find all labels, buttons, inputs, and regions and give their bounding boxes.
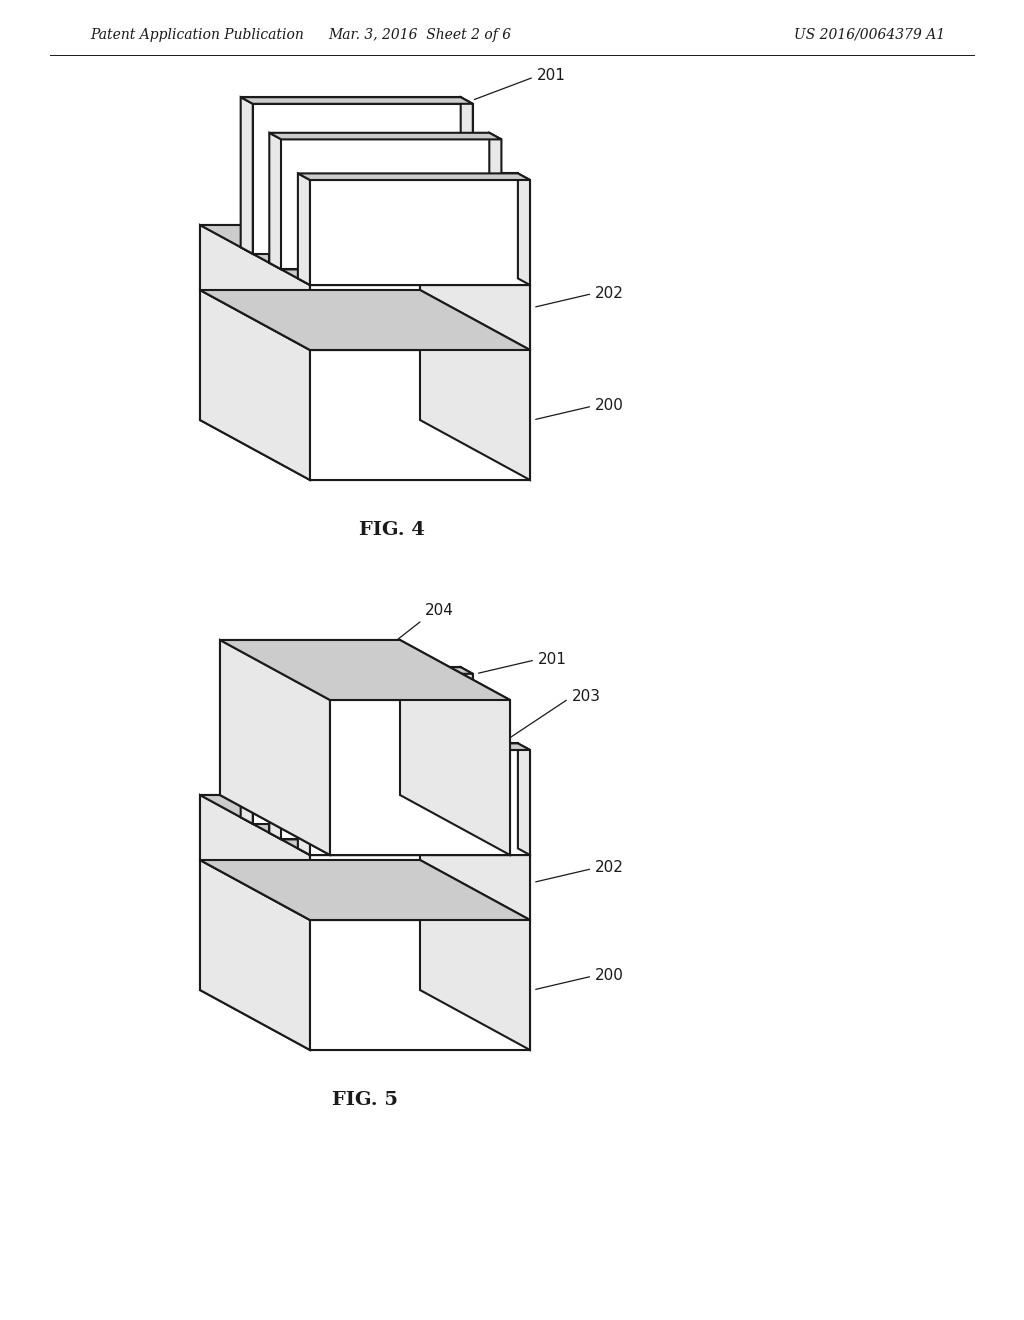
Polygon shape xyxy=(220,795,510,855)
Polygon shape xyxy=(200,795,420,861)
Polygon shape xyxy=(200,224,420,290)
Polygon shape xyxy=(200,290,530,350)
Polygon shape xyxy=(310,855,530,920)
Polygon shape xyxy=(310,350,530,480)
Text: 203: 203 xyxy=(507,689,600,741)
Text: FIG. 4: FIG. 4 xyxy=(359,521,425,539)
Text: Mar. 3, 2016  Sheet 2 of 6: Mar. 3, 2016 Sheet 2 of 6 xyxy=(329,28,512,42)
Polygon shape xyxy=(241,667,473,673)
Polygon shape xyxy=(253,673,473,824)
Polygon shape xyxy=(461,98,473,253)
Polygon shape xyxy=(269,133,502,140)
Polygon shape xyxy=(200,861,530,920)
Polygon shape xyxy=(269,133,282,269)
Text: 202: 202 xyxy=(536,861,624,882)
Polygon shape xyxy=(241,667,253,824)
Polygon shape xyxy=(518,743,530,855)
Polygon shape xyxy=(298,849,530,855)
Polygon shape xyxy=(330,700,510,855)
Polygon shape xyxy=(310,285,530,350)
Polygon shape xyxy=(200,290,530,350)
Polygon shape xyxy=(298,173,518,279)
Polygon shape xyxy=(400,640,510,855)
Polygon shape xyxy=(200,420,530,480)
Polygon shape xyxy=(200,861,530,920)
Polygon shape xyxy=(241,98,253,253)
Polygon shape xyxy=(269,133,489,263)
Polygon shape xyxy=(220,640,330,855)
Polygon shape xyxy=(200,990,530,1049)
Polygon shape xyxy=(253,104,473,253)
Text: 201: 201 xyxy=(478,652,566,673)
Polygon shape xyxy=(282,709,502,840)
Polygon shape xyxy=(420,861,530,1049)
Polygon shape xyxy=(310,180,530,285)
Polygon shape xyxy=(298,743,518,849)
Text: 201: 201 xyxy=(474,69,565,99)
Polygon shape xyxy=(269,833,502,840)
Polygon shape xyxy=(269,263,502,269)
Polygon shape xyxy=(461,667,473,824)
Polygon shape xyxy=(420,795,530,920)
Text: 204: 204 xyxy=(368,603,454,663)
Polygon shape xyxy=(200,795,310,920)
Polygon shape xyxy=(269,702,282,840)
Polygon shape xyxy=(200,224,530,285)
Text: FIG. 5: FIG. 5 xyxy=(332,1092,398,1109)
Polygon shape xyxy=(489,702,502,840)
Text: Patent Application Publication: Patent Application Publication xyxy=(90,28,304,42)
Polygon shape xyxy=(241,98,473,104)
Polygon shape xyxy=(489,133,502,269)
Polygon shape xyxy=(298,173,310,285)
Polygon shape xyxy=(200,861,310,1049)
Polygon shape xyxy=(269,702,502,709)
Polygon shape xyxy=(220,640,510,700)
Polygon shape xyxy=(310,750,530,855)
Polygon shape xyxy=(241,98,461,247)
Polygon shape xyxy=(298,743,310,855)
Text: 202: 202 xyxy=(536,285,624,306)
Polygon shape xyxy=(298,173,530,180)
Polygon shape xyxy=(269,702,489,833)
Text: US 2016/0064379 A1: US 2016/0064379 A1 xyxy=(795,28,945,42)
Polygon shape xyxy=(241,247,473,253)
Polygon shape xyxy=(298,743,530,750)
Polygon shape xyxy=(420,224,530,350)
Polygon shape xyxy=(200,795,530,855)
Polygon shape xyxy=(241,817,473,824)
Polygon shape xyxy=(200,861,420,990)
Polygon shape xyxy=(298,279,530,285)
Polygon shape xyxy=(241,667,461,817)
Polygon shape xyxy=(518,173,530,285)
Polygon shape xyxy=(220,640,400,795)
Polygon shape xyxy=(200,290,420,420)
Polygon shape xyxy=(420,290,530,480)
Polygon shape xyxy=(282,140,502,269)
Polygon shape xyxy=(200,224,310,350)
Polygon shape xyxy=(310,920,530,1049)
Text: 200: 200 xyxy=(536,968,624,990)
Polygon shape xyxy=(200,290,310,480)
Text: 200: 200 xyxy=(536,399,624,420)
